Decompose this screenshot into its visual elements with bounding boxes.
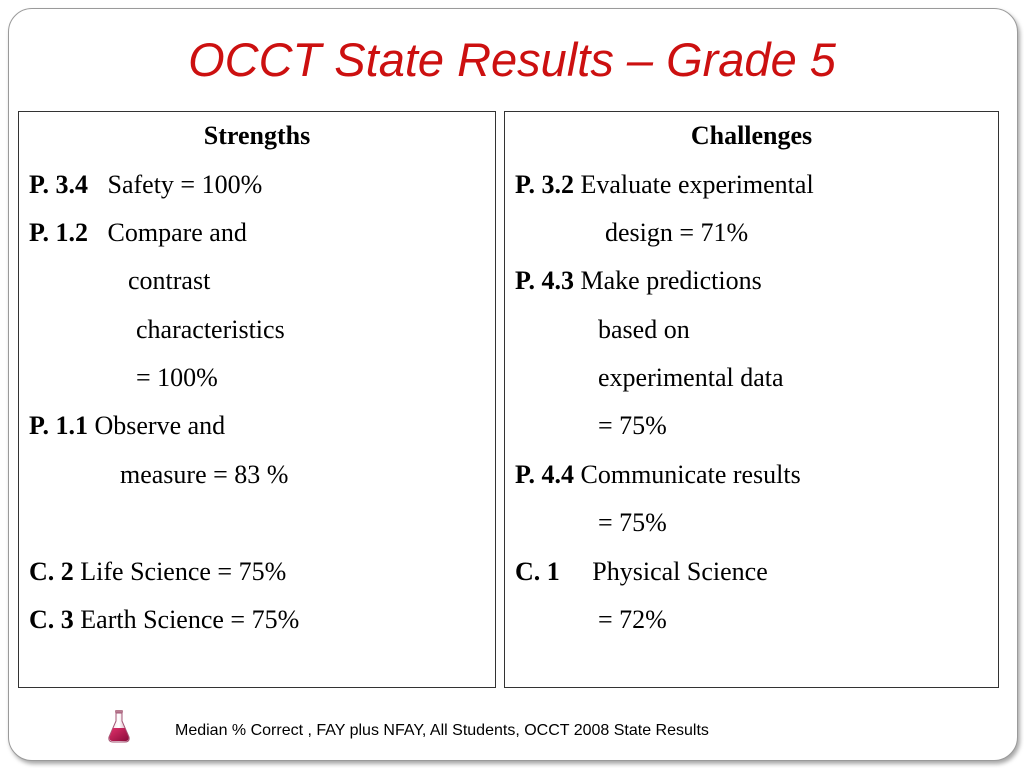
- strength-item-compare-cont: contrast: [128, 266, 211, 295]
- standard-code: C. 3: [29, 605, 74, 634]
- challenge-item-physical-score: = 72%: [598, 605, 667, 634]
- slide-title: OCCT State Results – Grade 5: [188, 33, 836, 86]
- standard-text: Make predictions: [580, 266, 762, 295]
- strength-item-compare-score: = 100%: [136, 363, 218, 392]
- challenge-item-predictions-cont: experimental data: [598, 363, 784, 392]
- strength-item-earth-science: C. 3 Earth Science = 75%: [29, 603, 299, 637]
- standard-text: Observe and: [94, 411, 226, 440]
- standard-text: Physical Science: [592, 557, 768, 586]
- strengths-heading: Strengths: [203, 121, 311, 150]
- standard-text: Communicate results: [580, 460, 801, 489]
- challenge-item-predictions-cont: based on: [598, 315, 690, 344]
- standard-code: P. 1.1: [29, 411, 88, 440]
- challenge-item-communicate: P. 4.4 Communicate results: [515, 458, 801, 492]
- footer-caption: Median % Correct , FAY plus NFAY, All St…: [175, 722, 709, 739]
- standard-code: P. 1.2: [29, 218, 88, 247]
- challenge-item-physical-science: C. 1 Physical Science: [515, 555, 768, 589]
- standard-code: P. 4.3: [515, 266, 574, 295]
- standard-code: C. 2: [29, 557, 74, 586]
- flask-icon: [106, 709, 132, 743]
- challenge-item-predictions-score: = 75%: [598, 411, 667, 440]
- standard-text: Compare and: [107, 218, 247, 247]
- strength-item-safety: P. 3.4 Safety = 100%: [29, 168, 262, 202]
- challenges-panel: Challenges P. 3.2 Evaluate experimental …: [504, 111, 999, 688]
- strength-item-observe: P. 1.1 Observe and: [29, 409, 225, 443]
- standard-text: Life Science = 75%: [80, 557, 287, 586]
- strengths-panel: Strengths P. 3.4 Safety = 100% P. 1.2 Co…: [18, 111, 496, 688]
- strength-item-observe-score: measure = 83 %: [120, 460, 289, 489]
- challenge-item-evaluate: P. 3.2 Evaluate experimental: [515, 168, 814, 202]
- standard-text: Earth Science = 75%: [80, 605, 300, 634]
- strength-item-compare-cont: characteristics: [136, 315, 285, 344]
- standard-code: P. 3.2: [515, 170, 574, 199]
- challenge-item-evaluate-score: design = 71%: [605, 218, 749, 247]
- challenges-heading: Challenges: [690, 121, 813, 150]
- standard-text: Evaluate experimental: [580, 170, 814, 199]
- standard-code: C. 1: [515, 557, 560, 586]
- strength-item-compare: P. 1.2 Compare and: [29, 216, 247, 250]
- standard-text: Safety = 100%: [107, 170, 263, 199]
- standard-code: P. 3.4: [29, 170, 88, 199]
- strength-item-life-science: C. 2 Life Science = 75%: [29, 555, 286, 589]
- challenge-item-predictions: P. 4.3 Make predictions: [515, 264, 762, 298]
- standard-code: P. 4.4: [515, 460, 574, 489]
- challenge-item-communicate-score: = 75%: [598, 508, 667, 537]
